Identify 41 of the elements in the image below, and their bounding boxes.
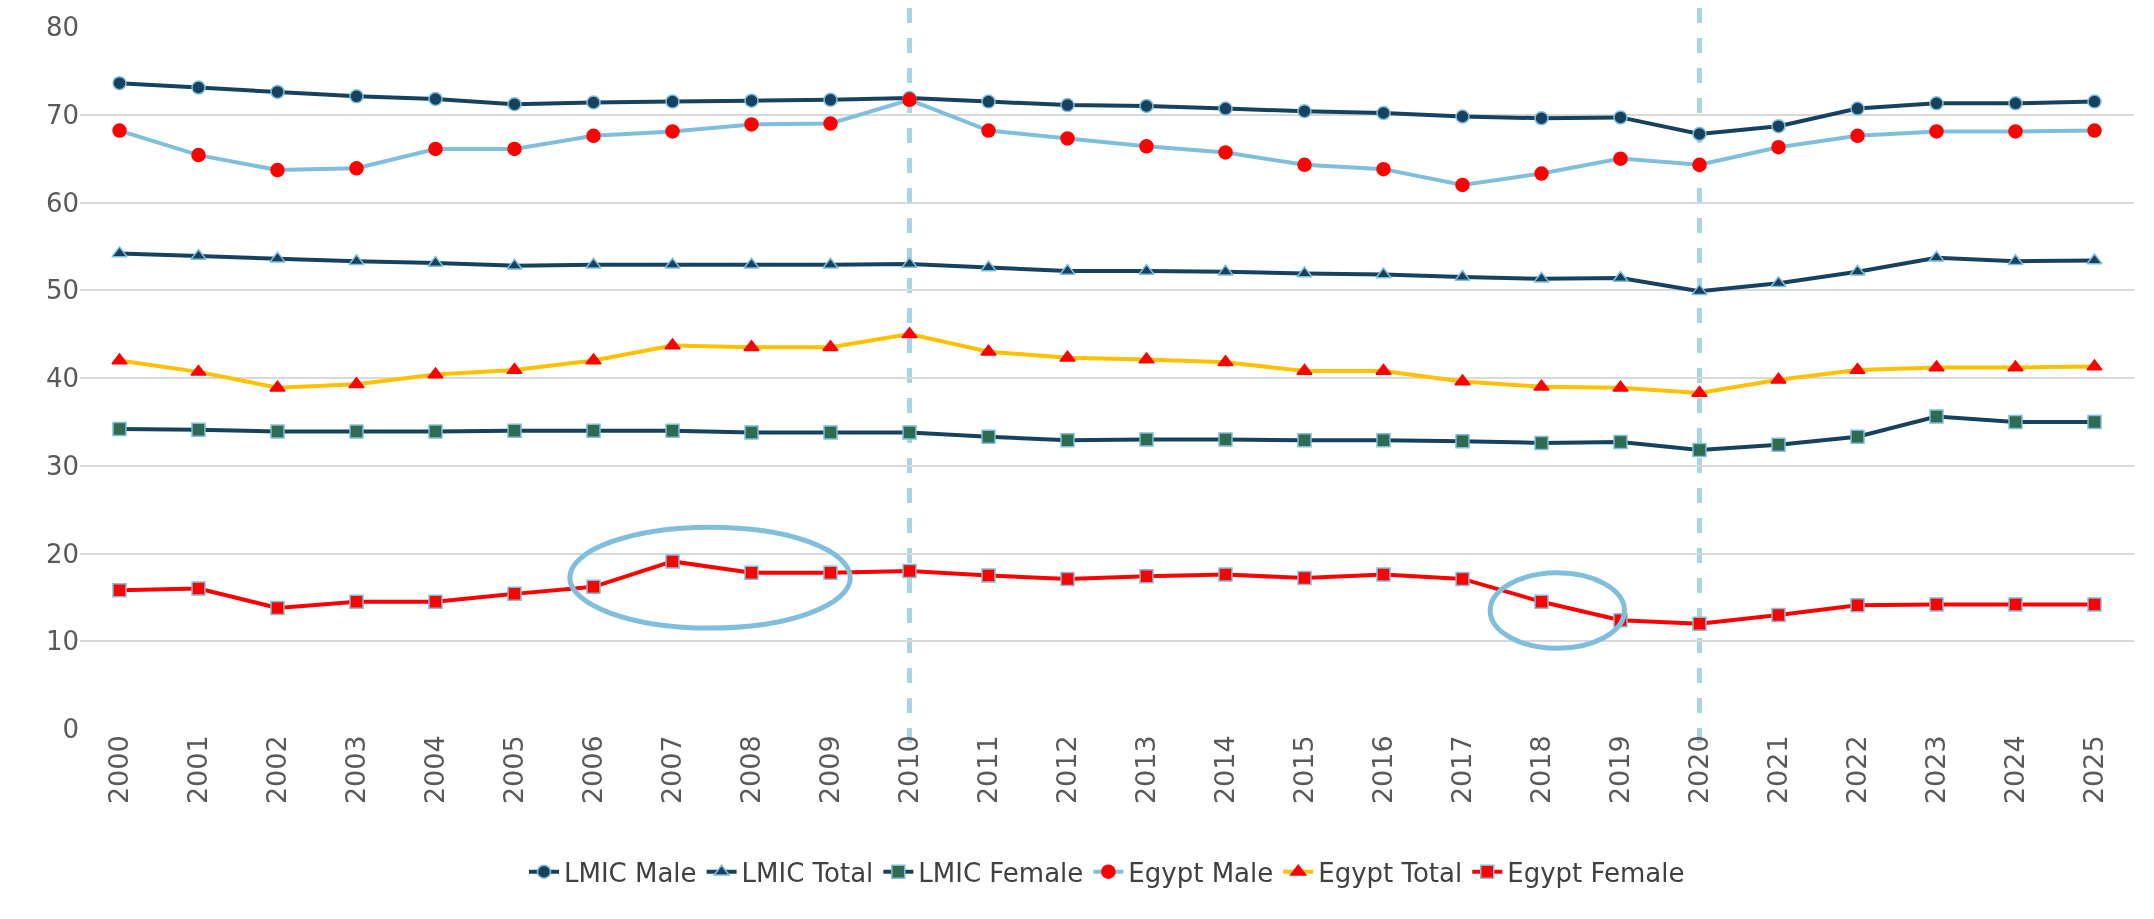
x-tick-label: 2020 [1683, 735, 1715, 805]
x-tick-label: 2013 [1130, 735, 1162, 805]
y-tick-label: 30 [45, 450, 79, 481]
x-tick-label: 2000 [103, 735, 135, 805]
legend-label: Egypt Female [1507, 857, 1685, 888]
x-tick-label: 2006 [577, 735, 609, 805]
x-tick-label: 2019 [1604, 735, 1636, 805]
x-tick-label: 2007 [656, 735, 688, 805]
y-tick-label: 80 [45, 12, 79, 43]
x-tick-label: 2005 [498, 735, 530, 805]
legend-label: LMIC Male [564, 857, 697, 888]
x-tick-label: 2015 [1288, 735, 1320, 805]
x-tick-label: 2012 [1051, 735, 1083, 805]
legend-label: Egypt Male [1128, 857, 1274, 888]
x-tick-label: 2014 [1209, 735, 1241, 805]
legend-label: LMIC Female [918, 857, 1084, 888]
x-tick-label: 2010 [893, 735, 925, 805]
x-tick-label: 2024 [1999, 735, 2031, 805]
x-tick-label: 2025 [2078, 735, 2110, 805]
x-tick-label: 2018 [1525, 735, 1557, 805]
x-tick-label: 2021 [1762, 735, 1794, 805]
x-tick-label: 2022 [1841, 735, 1873, 805]
x-tick-label: 2004 [419, 735, 451, 805]
x-tick-label: 2009 [814, 735, 846, 805]
y-tick-label: 60 [45, 187, 79, 218]
y-tick-label: 40 [45, 363, 79, 394]
x-tick-label: 2008 [735, 735, 767, 805]
x-tick-label: 2011 [972, 735, 1004, 805]
x-tick-label: 2002 [261, 735, 293, 805]
y-tick-label: 0 [62, 714, 79, 745]
x-tick-label: 2023 [1920, 735, 1952, 805]
y-tick-label: 10 [45, 626, 79, 657]
x-tick-label: 2017 [1446, 735, 1478, 805]
x-tick-label: 2001 [182, 735, 214, 805]
legend-label: Egypt Total [1318, 857, 1463, 888]
y-tick-label: 70 [45, 99, 79, 130]
legend-label: LMIC Total [741, 857, 874, 888]
y-tick-label: 20 [45, 538, 79, 569]
x-tick-label: 2016 [1367, 735, 1399, 805]
x-tick-label: 2003 [340, 735, 372, 805]
y-tick-label: 50 [45, 275, 79, 306]
